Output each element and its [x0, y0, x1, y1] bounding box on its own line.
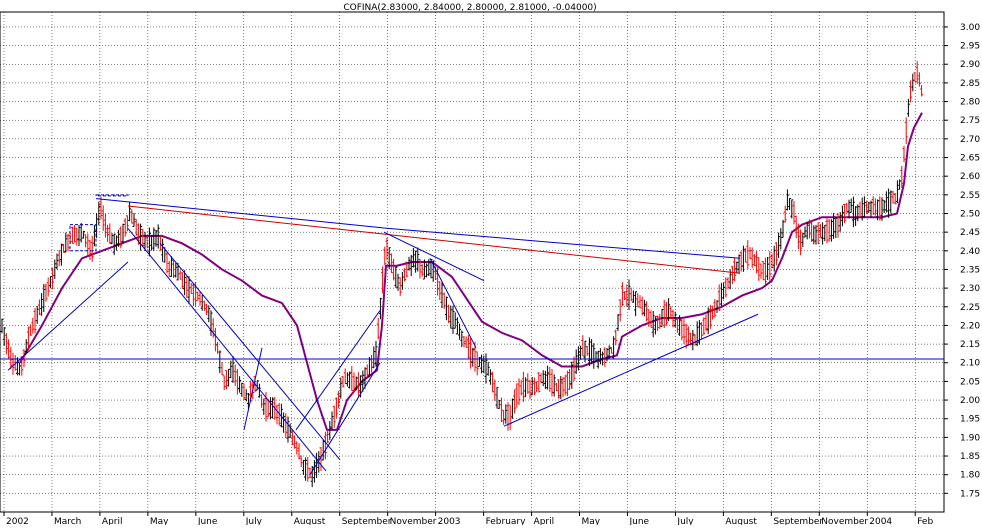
x-tick-label: June [628, 517, 649, 525]
price-layer [0, 61, 924, 488]
trendline [503, 313, 759, 427]
x-tick-label: May [582, 517, 601, 525]
y-tick-label: 2.95 [960, 42, 980, 52]
x-tick-label: June [197, 517, 218, 525]
y-tick-label: 1.95 [960, 415, 980, 425]
y-tick-label: 2.75 [960, 116, 980, 126]
x-tick-label: July [676, 517, 694, 525]
y-tick-label: 1.75 [960, 489, 980, 499]
trendline [383, 231, 485, 282]
x-tick-label: February [486, 517, 527, 525]
y-tick-label: 2.25 [960, 303, 980, 313]
y-tick-label: 2.20 [960, 321, 980, 331]
trendline [127, 228, 327, 472]
trendline-layer [0, 194, 944, 475]
x-tick-label: November [390, 517, 437, 525]
y-tick-label: 2.90 [960, 60, 980, 70]
trendline [429, 258, 477, 349]
x-tick-label: Feb [917, 517, 933, 525]
trendline [127, 205, 741, 274]
x-axis: 2002 March April May June July August September… [3, 512, 933, 527]
y-tick-label: 2.45 [960, 228, 980, 238]
dashed-box [69, 224, 97, 252]
y-tick-label: 2.05 [960, 377, 980, 387]
y-tick-label: 1.90 [960, 433, 980, 443]
trendline [95, 198, 389, 229]
y-tick-label: 2.30 [960, 284, 980, 294]
x-tick-label: 2004 [869, 517, 892, 525]
x-tick-label: September [342, 517, 392, 525]
y-tick-label: 1.80 [960, 471, 980, 481]
y-tick-label: 2.65 [960, 154, 980, 164]
chart-title: COFINA(2.83000, 2.84000, 2.80000, 2.8100… [343, 3, 596, 13]
y-tick-label: 2.50 [960, 209, 980, 219]
y-tick-label: 2.40 [960, 247, 980, 257]
y-tick-label: 2.00 [960, 396, 980, 406]
x-tick-label: 2002 [6, 517, 29, 525]
x-tick-label: August [294, 517, 326, 525]
moving-average-layer [19, 112, 923, 431]
plot-frame [0, 11, 945, 513]
y-tick-label: 2.15 [960, 340, 980, 350]
trendline [7, 261, 129, 371]
trendline [387, 227, 741, 259]
x-tick-label: 2003 [438, 517, 461, 525]
x-tick-label: August [725, 517, 757, 525]
x-tick-label: April [102, 517, 123, 525]
y-tick-label: 2.85 [960, 79, 980, 89]
x-tick-label: April [534, 517, 555, 525]
x-tick-label: July [245, 517, 263, 525]
y-axis: 3.00 2.95 2.90 2.85 2.80 2.75 2.70 2.65 2.60 2.55… [944, 23, 980, 499]
moving-average-line [19, 112, 923, 431]
trendline [243, 347, 263, 431]
x-tick-label: March [54, 517, 81, 525]
y-tick-label: 2.60 [960, 172, 980, 182]
x-tick-label: September [773, 517, 823, 525]
x-tick-label: November [821, 517, 868, 525]
y-tick-label: 1.85 [960, 452, 980, 462]
dashed-box [95, 194, 129, 197]
y-tick-label: 2.10 [960, 359, 980, 369]
y-tick-label: 2.80 [960, 98, 980, 108]
y-tick-label: 2.55 [960, 191, 980, 201]
y-tick-label: 2.35 [960, 265, 980, 275]
trendline [309, 362, 381, 475]
trendline [159, 243, 341, 461]
trendline [295, 310, 381, 431]
x-tick-label: May [150, 517, 169, 525]
y-tick-label: 2.70 [960, 135, 980, 145]
y-tick-label: 3.00 [960, 23, 980, 33]
